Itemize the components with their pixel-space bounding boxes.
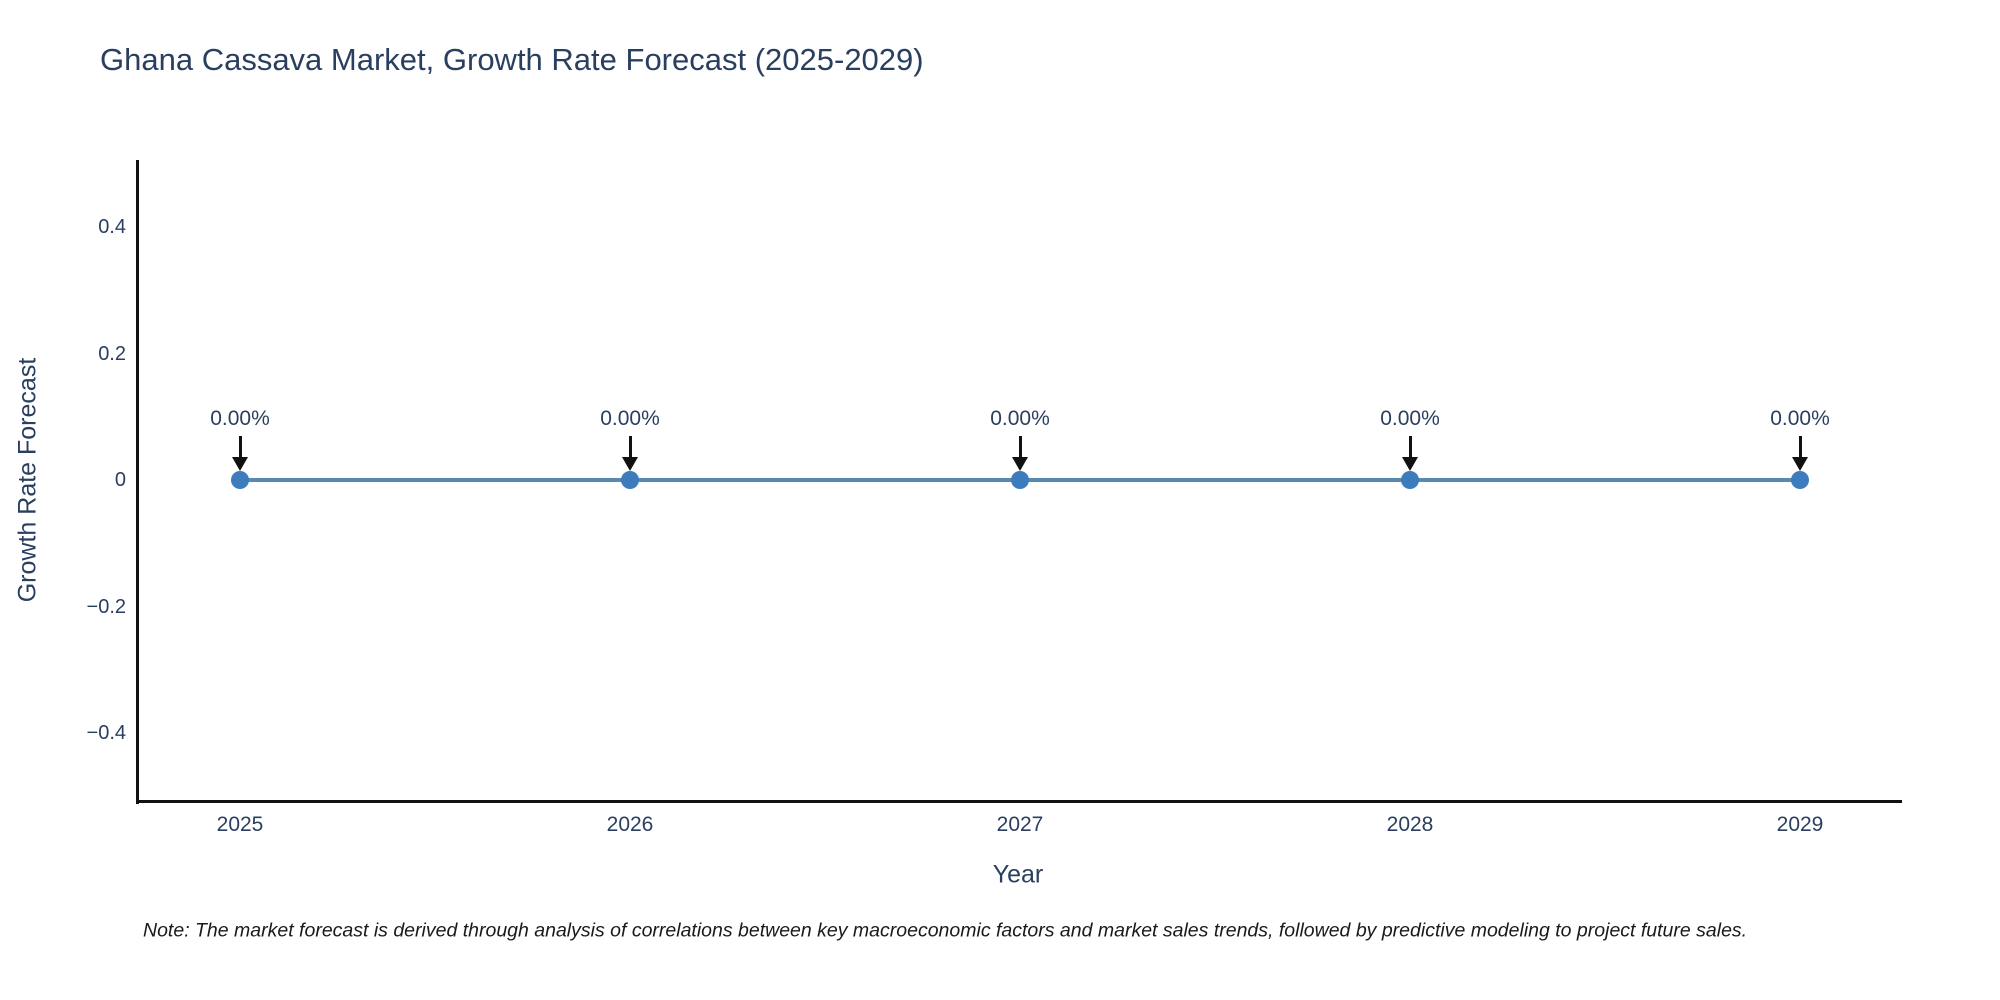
footnote: Note: The market forecast is derived thr… bbox=[143, 919, 1748, 942]
x-tick-label: 2027 bbox=[996, 813, 1044, 836]
annotation-arrowhead bbox=[1012, 457, 1028, 471]
annotation-arrow bbox=[1409, 436, 1412, 460]
annotation-arrow bbox=[1019, 436, 1022, 460]
data-point-marker bbox=[621, 471, 639, 489]
data-point-marker bbox=[1401, 471, 1419, 489]
chart-title: Ghana Cassava Market, Growth Rate Foreca… bbox=[100, 42, 924, 77]
x-tick-label: 2025 bbox=[216, 813, 264, 836]
point-annotation: 0.00% bbox=[600, 407, 660, 430]
y-tick-label: 0.2 bbox=[98, 342, 126, 365]
point-annotation: 0.00% bbox=[990, 407, 1050, 430]
x-tick-label: 2029 bbox=[1776, 813, 1824, 836]
y-tick-label: 0 bbox=[114, 469, 126, 491]
annotation-arrowhead bbox=[232, 457, 248, 471]
point-annotation: 0.00% bbox=[1380, 407, 1440, 430]
data-point-marker bbox=[1011, 471, 1029, 489]
annotation-arrowhead bbox=[622, 457, 638, 471]
y-tick-label: −0.2 bbox=[86, 595, 126, 618]
data-point-marker bbox=[1791, 471, 1809, 489]
x-tick-label: 2026 bbox=[606, 813, 654, 836]
annotation-arrowhead bbox=[1792, 457, 1808, 471]
y-axis-line bbox=[136, 160, 139, 804]
x-tick-label: 2028 bbox=[1386, 813, 1434, 836]
y-tick-label: −0.4 bbox=[86, 722, 126, 744]
x-axis-title: Year bbox=[992, 860, 1044, 889]
annotation-arrow bbox=[629, 436, 632, 460]
y-tick-label: 0.4 bbox=[98, 216, 126, 238]
point-annotation: 0.00% bbox=[1770, 407, 1830, 430]
annotation-arrow bbox=[1799, 436, 1802, 460]
annotation-arrowhead bbox=[1402, 457, 1418, 471]
annotation-arrow bbox=[239, 436, 242, 460]
point-annotation: 0.00% bbox=[210, 407, 270, 430]
x-axis-line bbox=[136, 800, 1902, 803]
data-point-marker bbox=[231, 471, 249, 489]
